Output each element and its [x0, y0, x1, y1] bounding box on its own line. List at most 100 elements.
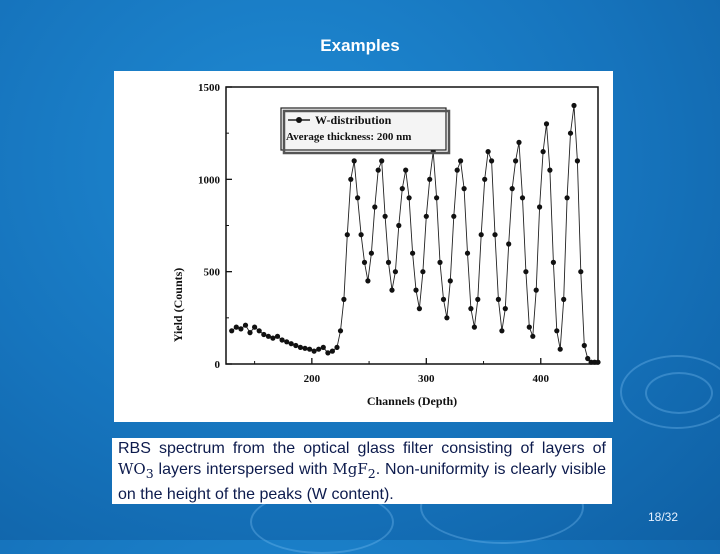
- x-tick-label: 300: [418, 373, 435, 385]
- data-point: [447, 278, 453, 284]
- data-point: [351, 158, 357, 164]
- y-axis-label: Yield (Counts): [171, 268, 185, 343]
- data-point: [355, 195, 361, 201]
- data-point: [437, 259, 443, 265]
- chart-ticks: 0 500 1000 1500 200 300 400: [198, 82, 599, 385]
- data-point: [256, 328, 262, 334]
- caption-formula-wo3: WO3: [118, 460, 154, 481]
- data-point: [519, 195, 526, 201]
- data-point: [229, 328, 235, 334]
- data-point: [564, 195, 570, 201]
- data-point: [302, 345, 308, 351]
- y-tick-label: 1500: [198, 82, 221, 94]
- data-point: [461, 186, 467, 192]
- data-point: [389, 287, 395, 293]
- data-point: [293, 342, 299, 349]
- data-point: [554, 328, 560, 334]
- data-point: [492, 232, 498, 238]
- data-point: [413, 287, 419, 293]
- ripple-decoration: [645, 372, 713, 414]
- data-point: [311, 348, 317, 354]
- data-point: [458, 158, 464, 164]
- data-point: [297, 344, 303, 350]
- data-point: [571, 102, 577, 109]
- data-point: [403, 167, 409, 173]
- data-point: [365, 278, 371, 284]
- y-tick-label: 500: [204, 267, 221, 279]
- data-point: [368, 250, 374, 256]
- data-point: [530, 333, 536, 339]
- data-point: [537, 204, 543, 210]
- slide-title: Examples: [320, 36, 400, 55]
- data-point: [385, 259, 392, 265]
- data-point: [475, 296, 481, 302]
- data-point: [543, 121, 550, 127]
- data-point: [454, 167, 460, 173]
- figure-caption: RBS spectrum from the optical glass filt…: [112, 438, 612, 504]
- data-point: [265, 333, 271, 339]
- data-point: [420, 269, 426, 275]
- data-point: [567, 130, 574, 136]
- legend-entry-series: W-distribution: [315, 113, 392, 127]
- data-point: [261, 331, 267, 338]
- x-tick-label: 200: [304, 373, 321, 385]
- data-point: [595, 359, 601, 365]
- y-tick-label: 0: [215, 359, 221, 371]
- data-point: [464, 250, 471, 256]
- caption-formula-mgf2: MgF2: [332, 460, 376, 481]
- data-point: [578, 269, 584, 275]
- ripple-decoration: [620, 355, 720, 429]
- x-axis-label: Channels (Depth): [367, 394, 457, 408]
- series-layer: [229, 102, 601, 365]
- data-point: [348, 176, 354, 182]
- data-point: [375, 167, 381, 173]
- data-point: [423, 213, 429, 219]
- data-point: [506, 241, 512, 247]
- data-point: [427, 176, 433, 182]
- data-point: [502, 306, 508, 312]
- data-point: [382, 213, 388, 219]
- data-point: [434, 195, 440, 201]
- data-point: [341, 296, 347, 302]
- data-point: [406, 195, 412, 201]
- rbs-spectrum-chart: 0 500 1000 1500 200 300 400 W-distribution Ave…: [171, 82, 601, 408]
- data-point: [274, 333, 281, 339]
- x-tick-label: 400: [533, 373, 550, 385]
- data-point: [513, 158, 519, 164]
- data-point: [509, 186, 515, 192]
- data-point: [279, 337, 285, 343]
- data-point: [372, 204, 378, 210]
- data-point: [238, 326, 244, 332]
- data-point: [358, 232, 364, 238]
- data-point: [581, 342, 587, 349]
- caption-text-2: layers interspersed with: [153, 461, 333, 478]
- data-point: [533, 287, 539, 293]
- data-point: [392, 269, 398, 275]
- data-point: [252, 324, 258, 330]
- data-point: [233, 324, 239, 330]
- data-point: [574, 158, 580, 164]
- data-point: [523, 269, 529, 275]
- data-point: [468, 306, 474, 312]
- data-point: [334, 344, 340, 350]
- data-point: [444, 315, 450, 321]
- data-point: [489, 158, 495, 164]
- data-point: [344, 232, 350, 238]
- y-tick-label: 1000: [198, 174, 221, 186]
- formula-wo3-base: WO: [118, 460, 146, 478]
- legend-box: [280, 107, 447, 151]
- data-point: [495, 296, 501, 302]
- data-point: [547, 167, 553, 173]
- caption-text-1: RBS spectrum from the optical glass filt…: [118, 440, 606, 457]
- data-point: [316, 346, 322, 352]
- data-point: [270, 335, 276, 341]
- legend-entry-thickness: Average thickness: 200 nm: [286, 131, 411, 143]
- data-point: [361, 259, 368, 265]
- data-point: [284, 339, 290, 345]
- data-point: [329, 348, 335, 354]
- data-point: [471, 324, 477, 330]
- formula-mgf2-subscript: 2: [367, 466, 376, 481]
- data-point: [478, 232, 484, 238]
- data-point: [526, 324, 532, 330]
- data-point: [516, 139, 522, 145]
